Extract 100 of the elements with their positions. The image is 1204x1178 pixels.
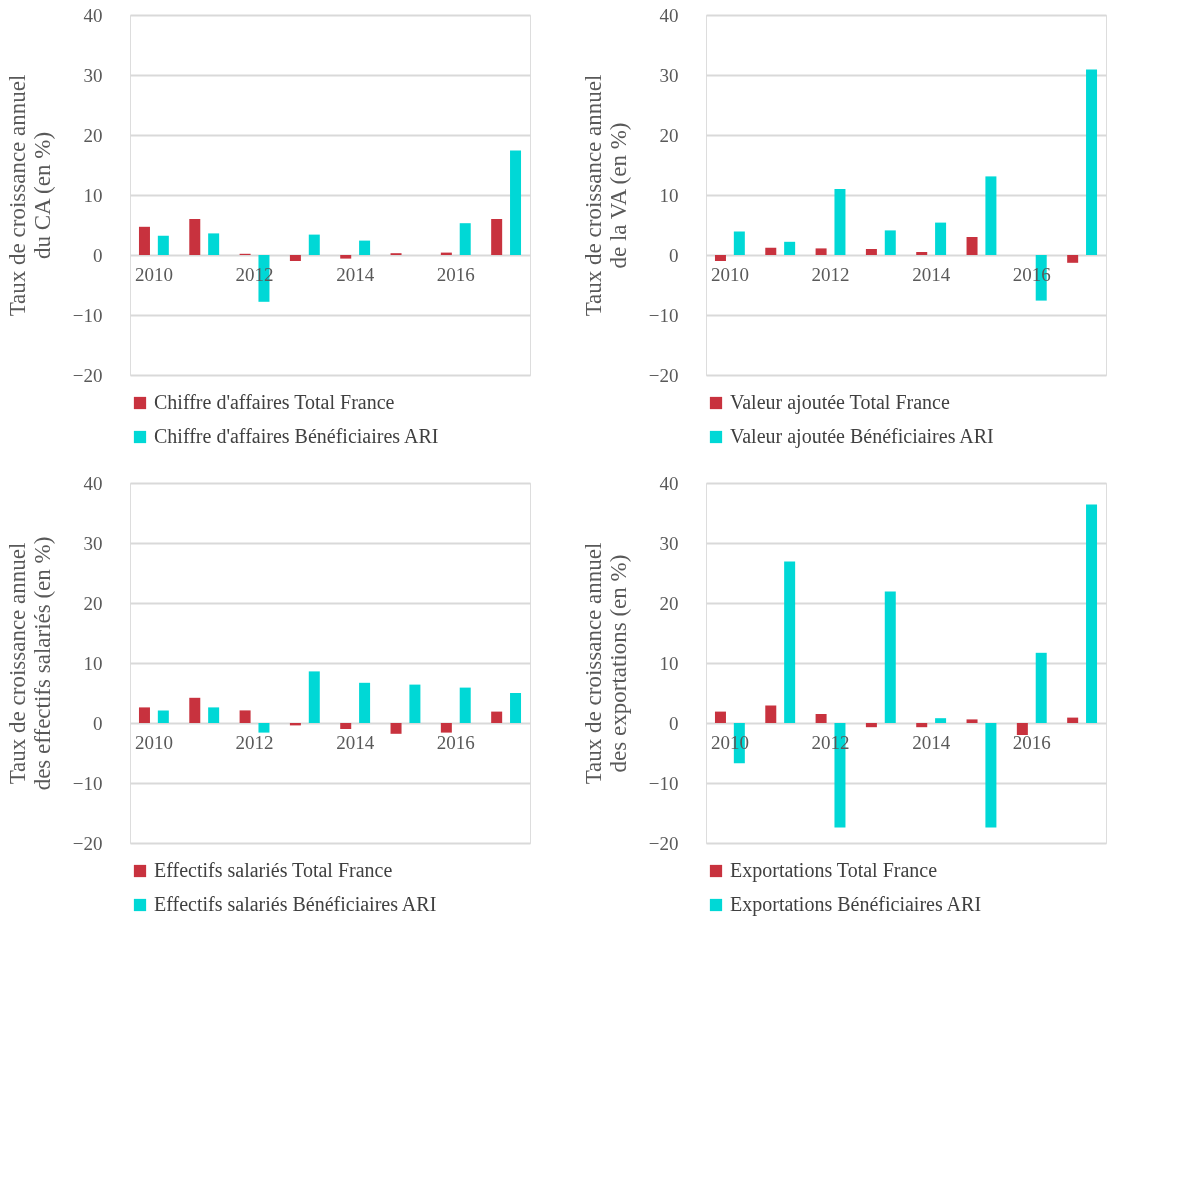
bar (935, 718, 947, 723)
bar (359, 240, 371, 255)
legend-label: Chiffre d'affaires Bénéficiaires ARI (154, 425, 439, 447)
y-tick-label: 10 (659, 652, 679, 674)
y-tick-label: 30 (659, 532, 679, 554)
legend-label: Valeur ajoutée Bénéficiaires ARI (730, 425, 994, 448)
y-tick-label: −20 (648, 364, 679, 386)
x-tick-label: 2012 (811, 263, 850, 285)
legend-label: Effectifs salariés Bénéficiaires ARI (154, 893, 437, 915)
y-tick-label: 40 (659, 4, 679, 26)
y-tick-label: 40 (83, 4, 103, 26)
bar (340, 723, 352, 729)
y-tick-label: 30 (659, 64, 679, 86)
bar (510, 693, 522, 723)
y-tick-label: −10 (72, 772, 103, 794)
bar (189, 697, 201, 723)
y-tick-label: 0 (669, 712, 679, 734)
y-tick-label: 10 (83, 184, 103, 206)
y-tick-label: 20 (83, 124, 103, 146)
y-tick-label: 30 (83, 532, 103, 554)
bar (865, 723, 877, 728)
bar (1086, 69, 1098, 255)
bar (510, 150, 522, 255)
y-tick-label: 0 (93, 712, 103, 734)
bar (784, 241, 796, 255)
legend-label: Effectifs salariés Total France (154, 859, 393, 881)
y-axis-title: Taux de croissance annuel du CA (en %) (4, 74, 55, 317)
bar (440, 723, 452, 733)
x-tick-label: 2016 (436, 263, 475, 285)
bar (765, 247, 777, 255)
y-tick-label: −10 (72, 304, 103, 326)
bar (208, 233, 220, 255)
bar (834, 189, 846, 255)
bar (935, 222, 947, 255)
y-tick-label: −10 (648, 304, 679, 326)
y-tick-label: 10 (83, 652, 103, 674)
bar (884, 230, 896, 255)
legend-label: Chiffre d'affaires Total France (154, 391, 395, 413)
x-tick-label: 2010 (134, 263, 173, 285)
bar (985, 176, 997, 255)
y-tick-label: 20 (659, 592, 679, 614)
bar (733, 231, 745, 255)
y-tick-label: −20 (648, 832, 679, 854)
x-tick-label: 2014 (336, 731, 375, 753)
bar (390, 723, 402, 734)
x-tick-label: 2010 (134, 731, 173, 753)
y-tick-label: 0 (669, 244, 679, 266)
bar (714, 711, 726, 723)
bar (884, 591, 896, 723)
bar (308, 671, 320, 723)
y-tick-label: 40 (83, 472, 103, 494)
y-tick-label: −20 (72, 364, 103, 386)
bar (409, 684, 421, 723)
bar (138, 226, 150, 255)
x-tick-label: 2014 (912, 263, 951, 285)
y-axis-title: Taux de croissance annuel des effectifs salariés (en %) (4, 536, 55, 791)
bar (714, 255, 726, 261)
bar (1016, 723, 1028, 735)
bar (916, 723, 928, 728)
bar (916, 252, 928, 255)
y-tick-label: 40 (659, 472, 679, 494)
bar (208, 707, 220, 723)
bar (308, 234, 320, 255)
bar (815, 714, 827, 723)
bar (491, 219, 503, 255)
bar (1067, 255, 1079, 263)
y-tick-label: 20 (659, 124, 679, 146)
bar (815, 248, 827, 255)
bar (157, 235, 169, 255)
bar (359, 682, 371, 723)
y-axis-title: Taux de croissance annuel de la VA (en %) (580, 74, 631, 317)
x-tick-label: 2016 (1012, 731, 1051, 753)
bar (459, 223, 471, 255)
y-tick-label: 0 (93, 244, 103, 266)
bar (138, 707, 150, 723)
bar (189, 219, 201, 255)
bar (1067, 717, 1079, 723)
bar (865, 249, 877, 255)
y-tick-label: 20 (83, 592, 103, 614)
y-tick-label: −20 (72, 832, 103, 854)
bar (459, 687, 471, 723)
y-tick-label: 30 (83, 64, 103, 86)
bar (340, 255, 352, 259)
x-tick-label: 2010 (710, 263, 749, 285)
bar (985, 723, 997, 828)
x-tick-label: 2014 (912, 731, 951, 753)
x-tick-label: 2016 (436, 731, 475, 753)
legend-label: Valeur ajoutée Total France (730, 391, 950, 414)
bar (258, 723, 270, 733)
bar (966, 237, 978, 255)
bar (966, 719, 978, 723)
bar (765, 705, 777, 723)
bar (157, 710, 169, 723)
bar (784, 561, 796, 723)
x-tick-label: 2012 (235, 731, 274, 753)
bar (289, 255, 301, 261)
bar (1086, 504, 1098, 723)
bar (1035, 652, 1047, 723)
bar (239, 710, 251, 723)
y-tick-label: −10 (648, 772, 679, 794)
